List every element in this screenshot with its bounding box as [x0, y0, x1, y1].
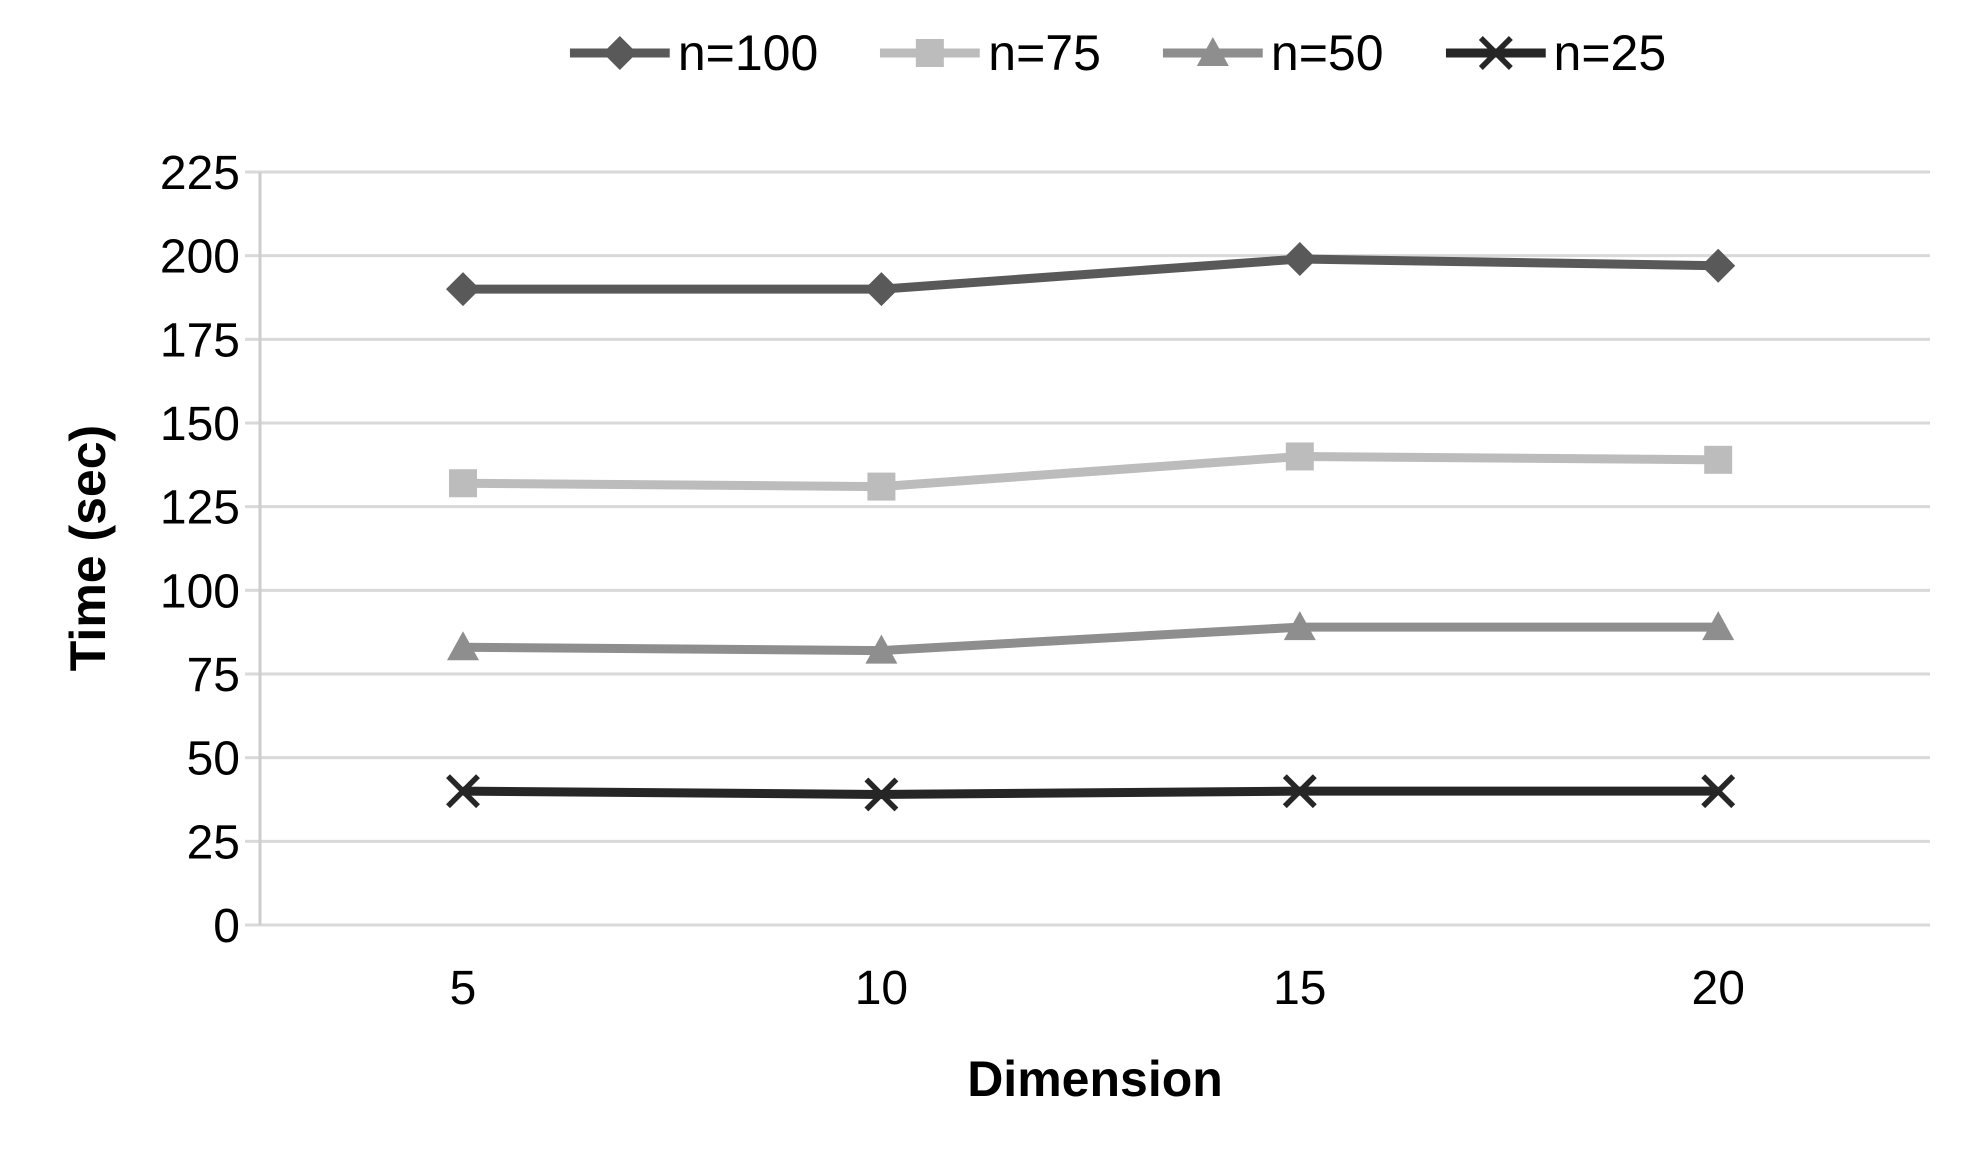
- series-line: [462, 622, 1719, 656]
- legend-label: n=25: [1553, 25, 1667, 81]
- legend-square-icon: [880, 39, 981, 67]
- legend-item-n100: n=100: [569, 25, 819, 81]
- square-marker-icon: [449, 469, 477, 498]
- triangle-marker-icon: [865, 634, 898, 664]
- series-line: [462, 786, 1719, 799]
- x-tick-label: 20: [1692, 962, 1745, 1015]
- y-tick-label: 175: [160, 314, 240, 367]
- x-tick-labels-group: 5 10 15 20: [450, 962, 1745, 1015]
- y-tick-label: 150: [160, 398, 240, 451]
- y-tick-labels-group: 0 25 50 75 100 125 150 175 200 225: [160, 147, 240, 953]
- legend: n=100 n=75 n=50 n=25: [569, 25, 1667, 81]
- x-tick-label: 5: [450, 962, 477, 1015]
- legend-item-n75: n=75: [880, 28, 1101, 78]
- legend-x-icon: [1445, 36, 1546, 70]
- series-n=50: [447, 611, 1735, 664]
- y-tick-label: 225: [160, 147, 240, 200]
- y-tick-label: 50: [187, 733, 240, 786]
- y-tick-label: 200: [160, 231, 240, 284]
- diamond-marker-icon: [1282, 242, 1317, 277]
- x-tick-label: 15: [1273, 962, 1326, 1015]
- y-tick-label: 25: [187, 816, 240, 869]
- legend-diamond-icon: [569, 36, 670, 70]
- y-tick-label: 0: [213, 900, 240, 953]
- diamond-marker-icon: [1701, 248, 1736, 283]
- gridlines-group: [260, 170, 1930, 927]
- x-marker-icon: [1282, 774, 1317, 809]
- legend-label: n=50: [1270, 25, 1384, 81]
- y-axis-title: Time (sec): [60, 424, 116, 672]
- series-n=100: [446, 242, 1736, 307]
- triangle-marker-icon: [1283, 611, 1316, 641]
- y-tick-label: 75: [187, 649, 240, 702]
- x-marker-icon: [1478, 36, 1513, 70]
- square-marker-icon: [916, 39, 945, 67]
- series-n=25: [446, 774, 1736, 812]
- square-marker-icon: [1285, 442, 1314, 471]
- triangle-marker-icon: [1196, 37, 1229, 66]
- square-marker-icon: [1704, 445, 1733, 474]
- legend-item-n50: n=50: [1162, 25, 1384, 81]
- series-line: [462, 451, 1719, 492]
- diamond-marker-icon: [602, 36, 637, 70]
- legend-label: n=100: [677, 25, 819, 81]
- series-group: [446, 242, 1736, 812]
- x-tick-label: 10: [855, 962, 908, 1015]
- square-marker-icon: [867, 472, 896, 501]
- axes-group: [245, 170, 262, 927]
- series-n=75: [449, 442, 1733, 501]
- x-marker-icon: [1701, 774, 1736, 809]
- triangle-marker-icon: [447, 631, 479, 661]
- x-axis-title: Dimension: [967, 1051, 1223, 1107]
- x-marker-icon: [446, 774, 480, 809]
- legend-item-n25: n=25: [1445, 25, 1667, 81]
- legend-triangle-icon: [1162, 37, 1263, 66]
- diamond-marker-icon: [446, 272, 480, 307]
- legend-label: n=75: [988, 25, 1101, 81]
- series-line: [463, 254, 1719, 294]
- y-tick-label: 125: [160, 482, 240, 535]
- triangle-marker-icon: [1702, 611, 1735, 641]
- diamond-marker-icon: [864, 272, 899, 307]
- x-marker-icon: [864, 777, 899, 812]
- y-tick-label: 100: [160, 565, 240, 618]
